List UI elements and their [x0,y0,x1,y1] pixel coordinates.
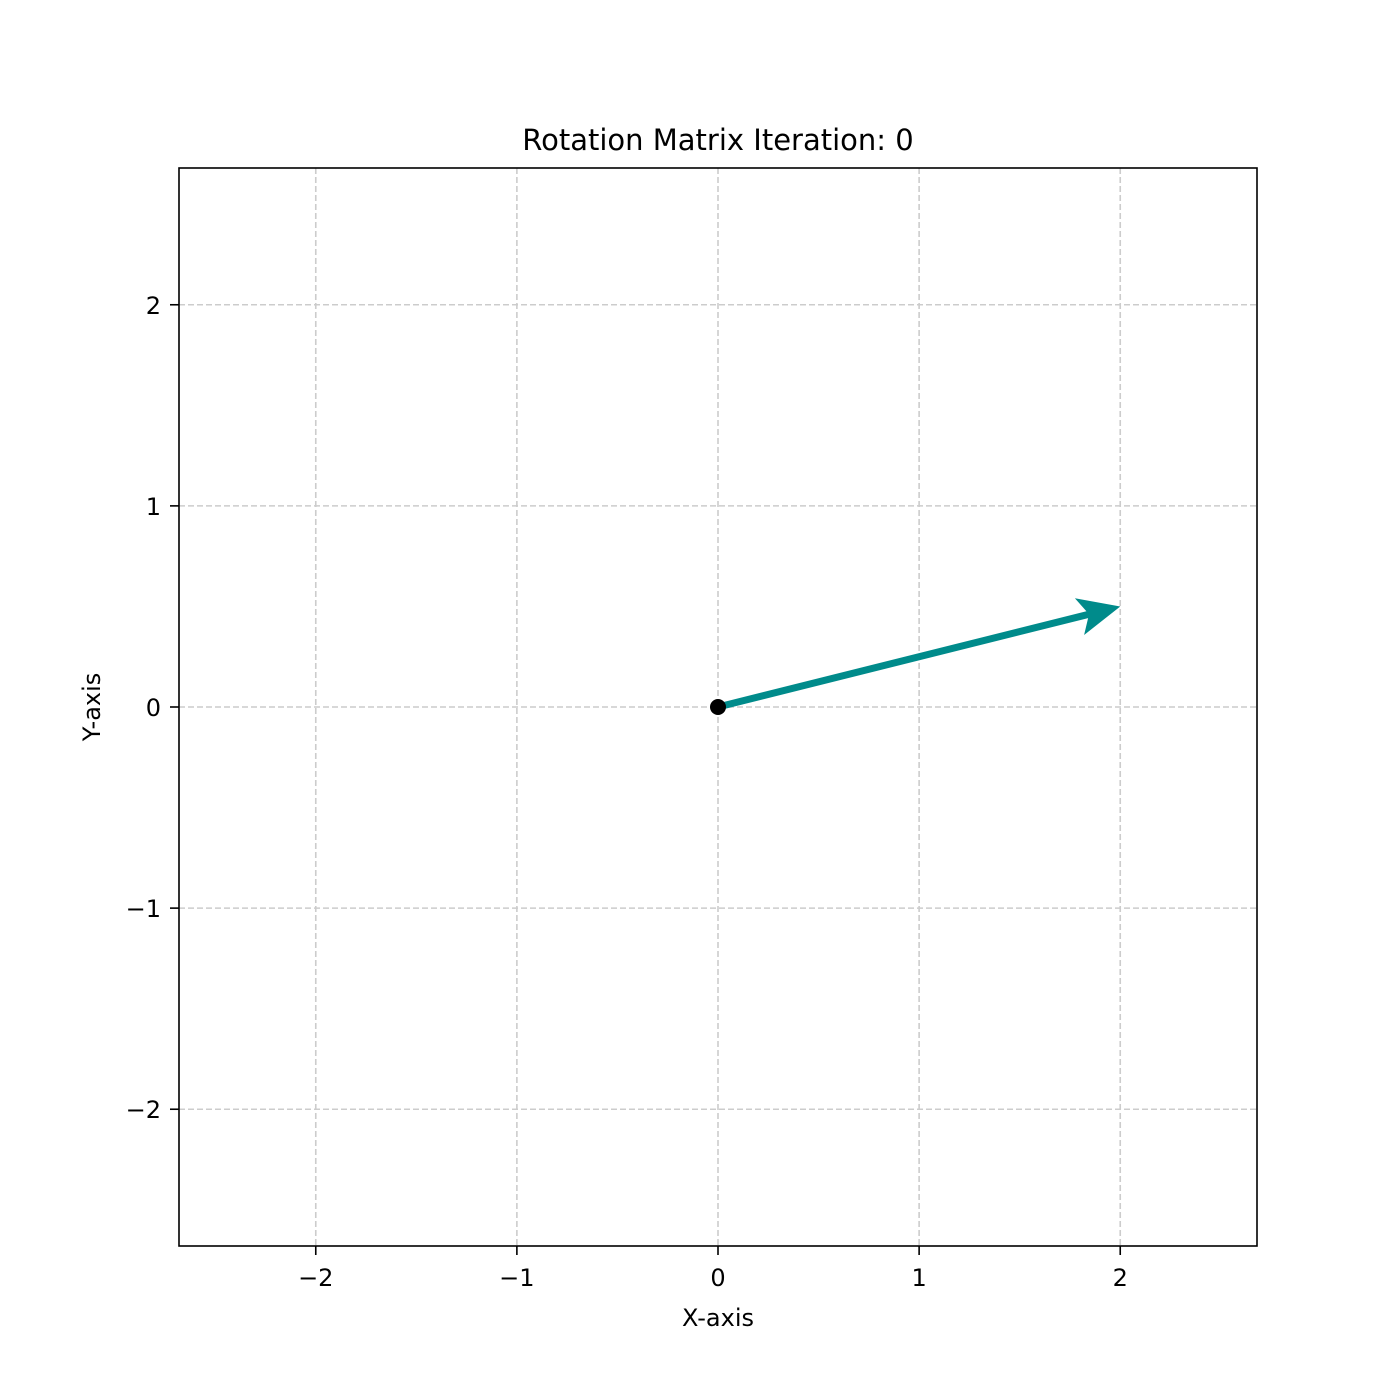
y-tick-label: −1 [126,895,161,923]
x-tick-label: −1 [499,1264,534,1292]
y-tick-label: 2 [146,292,161,320]
x-axis-label: X-axis [682,1304,754,1332]
x-tick-label: 0 [710,1264,725,1292]
x-tick-label: −2 [298,1264,333,1292]
x-tick-label: 1 [911,1264,926,1292]
rotation-vector-arrow [717,598,1121,711]
y-axis-label: Y-axis [78,673,106,743]
axis-ticks: −2 −1 0 1 2 −2 −1 0 1 2 [126,292,1128,1292]
chart-title: Rotation Matrix Iteration: 0 [522,123,913,157]
y-tick-label: −2 [126,1096,161,1124]
origin-point [710,699,726,715]
vector-layer [710,598,1121,715]
x-tick-label: 2 [1113,1264,1128,1292]
y-tick-label: 0 [146,694,161,722]
y-tick-label: 1 [146,493,161,521]
